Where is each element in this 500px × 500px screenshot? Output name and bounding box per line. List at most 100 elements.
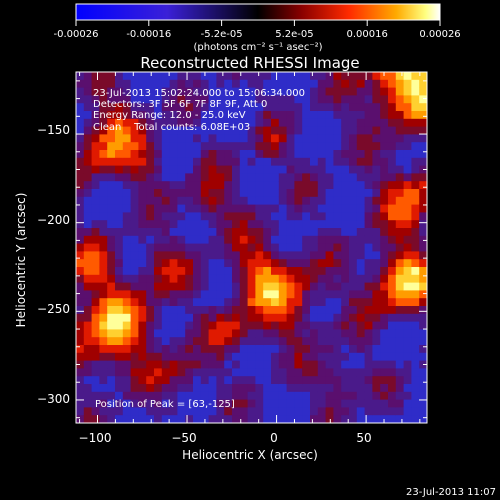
heatmap-cell <box>146 391 155 400</box>
heatmap-cell <box>99 345 108 354</box>
heatmap-cell <box>286 103 295 112</box>
heatmap-cell <box>263 368 272 377</box>
heatmap-cell <box>177 204 186 213</box>
heatmap-cell <box>91 157 100 166</box>
heatmap-cell <box>200 111 209 120</box>
heatmap-cell <box>380 376 389 385</box>
heatmap-cell <box>294 368 303 377</box>
heatmap-cell <box>232 329 241 338</box>
heatmap-cell <box>115 391 124 400</box>
heatmap-cell <box>419 368 427 377</box>
heatmap-cell <box>177 290 186 299</box>
heatmap-cell <box>419 204 427 213</box>
heatmap-cell <box>325 274 334 283</box>
heatmap-cell <box>403 321 412 330</box>
heatmap-cell <box>317 157 326 166</box>
heatmap-cell <box>317 235 326 244</box>
heatmap-cell <box>193 189 202 198</box>
heatmap-cell <box>232 95 241 104</box>
heatmap-cell <box>333 118 342 127</box>
heatmap-cell <box>76 298 85 307</box>
heatmap-cell <box>341 360 350 369</box>
heatmap-cell <box>388 391 397 400</box>
heatmap-cell <box>271 274 280 283</box>
heatmap-cell <box>154 360 163 369</box>
heatmap-cell <box>99 415 108 423</box>
heatmap-cell <box>302 267 311 276</box>
heatmap-cell <box>278 267 287 276</box>
axis-ticks <box>76 72 427 423</box>
heatmap-cell <box>161 306 170 315</box>
heatmap-cell <box>224 407 233 416</box>
heatmap-cell <box>403 212 412 221</box>
heatmap-cell <box>154 118 163 127</box>
heatmap-cell <box>115 204 124 213</box>
heatmap-cell <box>161 134 170 143</box>
heatmap-cell <box>146 352 155 361</box>
heatmap-cell <box>107 87 116 96</box>
heatmap-cell <box>239 298 248 307</box>
heatmap-cell <box>224 345 233 354</box>
heatmap-cell <box>83 391 92 400</box>
heatmap-cell <box>146 267 155 276</box>
heatmap-cell <box>341 142 350 151</box>
heatmap-cell <box>91 352 100 361</box>
heatmap-cell <box>325 368 334 377</box>
heatmap-cell <box>341 189 350 198</box>
heatmap-cell <box>161 173 170 182</box>
heatmap-cell <box>310 134 319 143</box>
heatmap-cell <box>286 126 295 135</box>
heatmap-cell <box>130 126 139 135</box>
heatmap-cell <box>107 415 116 423</box>
heatmap-cell <box>224 329 233 338</box>
heatmap-cell <box>208 150 217 159</box>
heatmap-cell <box>411 352 420 361</box>
heatmap-cell <box>341 274 350 283</box>
heatmap-cell <box>286 134 295 143</box>
heatmap-cell <box>154 274 163 283</box>
heatmap-cell <box>419 134 427 143</box>
heatmap-cell <box>169 337 178 346</box>
heatmap-cell <box>107 111 116 120</box>
heatmap-cell <box>208 415 217 423</box>
heatmap-cell <box>232 111 241 120</box>
heatmap-cell <box>372 228 381 237</box>
heatmap-cell <box>99 228 108 237</box>
heatmap-cell <box>263 150 272 159</box>
heatmap-cell <box>161 376 170 385</box>
heatmap-cell <box>356 274 365 283</box>
heatmap-cell <box>193 399 202 408</box>
heatmap-cell <box>372 79 381 88</box>
heatmap-cell <box>271 134 280 143</box>
heatmap-cell <box>177 329 186 338</box>
heatmap-cell <box>372 376 381 385</box>
heatmap-cell <box>395 274 404 283</box>
heatmap-cell <box>224 196 233 205</box>
heatmap-cell <box>115 103 124 112</box>
heatmap-cell <box>271 87 280 96</box>
heatmap-cell <box>411 220 420 229</box>
heatmap-cell <box>208 212 217 221</box>
heatmap-cell <box>286 118 295 127</box>
heatmap-cell <box>115 267 124 276</box>
heatmap-cell <box>333 274 342 283</box>
heatmap-cell <box>263 243 272 252</box>
heatmap-cell <box>216 111 225 120</box>
heatmap-cell <box>239 376 248 385</box>
heatmap-cell <box>372 142 381 151</box>
heatmap-cell <box>380 111 389 120</box>
heatmap-cell <box>91 282 100 291</box>
heatmap-cell <box>302 118 311 127</box>
heatmap-cell <box>169 290 178 299</box>
heatmap-cell <box>185 321 194 330</box>
heatmap-cell <box>200 274 209 283</box>
heatmap-cell <box>356 329 365 338</box>
heatmap-cell <box>83 118 92 127</box>
heatmap-cell <box>349 150 358 159</box>
heatmap-cell <box>154 251 163 260</box>
heatmap-cell <box>208 79 217 88</box>
heatmap-cell <box>356 72 365 81</box>
heatmap-cell <box>286 173 295 182</box>
heatmap-cell <box>395 360 404 369</box>
heatmap-cell <box>255 142 264 151</box>
